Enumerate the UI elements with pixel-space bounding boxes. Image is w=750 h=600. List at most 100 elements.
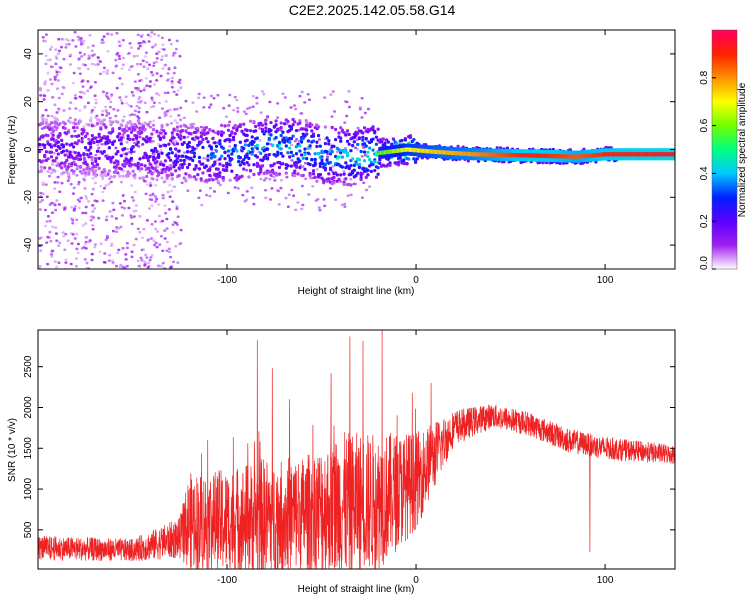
spectrum-cell bbox=[359, 149, 363, 154]
spectrum-cell bbox=[55, 199, 59, 202]
spectrum-cell bbox=[100, 171, 104, 174]
spectrum-cell bbox=[524, 153, 527, 158]
spectrum-cell bbox=[129, 122, 134, 126]
spectrum-cell bbox=[175, 121, 179, 125]
spectrum-cell bbox=[56, 87, 60, 90]
spectrum-cell bbox=[301, 156, 305, 160]
spectrum-cell bbox=[57, 261, 61, 264]
spectrum-cell bbox=[404, 147, 407, 152]
spectrum-cell bbox=[192, 175, 197, 179]
spectrum-cell bbox=[560, 154, 564, 159]
spectrum-cell bbox=[145, 256, 149, 259]
spectrum-cell bbox=[175, 142, 179, 146]
spectrum-cell bbox=[244, 112, 248, 116]
spectrum-cell bbox=[116, 52, 120, 55]
spectrum-cell bbox=[94, 101, 98, 105]
spectrum-cell bbox=[220, 154, 224, 158]
spectrum-cell bbox=[161, 219, 165, 223]
spectrum-cell bbox=[226, 149, 231, 153]
spectrum-cell bbox=[442, 150, 446, 155]
spectrum-cell bbox=[110, 242, 114, 246]
spectrum-cell bbox=[44, 40, 48, 43]
spectrum-cell bbox=[282, 140, 287, 144]
spectrum-cell bbox=[64, 261, 68, 264]
spectrum-cell bbox=[173, 51, 177, 55]
spectrum-cell bbox=[165, 176, 169, 180]
spectrum-cell bbox=[153, 166, 157, 170]
spectrum-cell bbox=[279, 179, 283, 182]
spectrum-cell bbox=[247, 156, 251, 161]
spectrum-cell bbox=[252, 202, 256, 206]
spectrum-cell bbox=[159, 160, 163, 163]
spectrum-cell bbox=[276, 153, 280, 157]
spectrum-cell bbox=[230, 157, 234, 161]
spectrum-cell bbox=[208, 127, 212, 132]
spectrum-cell bbox=[55, 156, 59, 160]
spectrum-cell bbox=[104, 154, 108, 158]
spectrum-cell bbox=[148, 162, 152, 166]
spectrum-cell bbox=[644, 152, 647, 157]
spectrum-cell bbox=[437, 149, 440, 155]
spectrum-cell bbox=[119, 142, 123, 146]
spectrum-cell bbox=[220, 133, 224, 137]
spectrum-cell bbox=[291, 123, 295, 127]
spectrum-cell bbox=[276, 150, 280, 154]
spectrum-cell bbox=[55, 71, 59, 74]
spectrum-cell bbox=[669, 152, 672, 157]
spectrum-cell bbox=[78, 36, 82, 40]
spectrum-cell bbox=[255, 161, 259, 165]
spectrum-cell bbox=[323, 96, 327, 99]
spectrum-cell bbox=[39, 191, 43, 195]
spectrum-cell bbox=[144, 77, 148, 80]
spectrum-cell bbox=[41, 183, 45, 186]
spectrum-cell bbox=[164, 53, 168, 57]
spectrum-cell bbox=[614, 152, 617, 157]
spectrum-cell bbox=[233, 186, 237, 189]
spectrum-cell bbox=[361, 135, 365, 139]
spectrum-cell bbox=[296, 201, 300, 204]
spectrum-cell bbox=[204, 164, 208, 168]
spectrum-cell bbox=[557, 154, 560, 159]
colorbar-ticks: 0.00.20.40.60.8 bbox=[699, 70, 716, 270]
spectrum-cell bbox=[111, 201, 115, 205]
spectrum-cell bbox=[112, 170, 117, 174]
spectrum-cell bbox=[83, 106, 87, 110]
spectrum-cell bbox=[58, 131, 62, 136]
spectrum-cell bbox=[451, 150, 455, 156]
spectrum-cell bbox=[128, 171, 132, 176]
spectrum-cell bbox=[148, 181, 152, 185]
spectrum-cell bbox=[450, 150, 454, 156]
spectrum-cell bbox=[434, 149, 438, 155]
spectrum-cell bbox=[556, 154, 559, 159]
spectrum-cell bbox=[149, 183, 153, 187]
spectrum-cell bbox=[242, 161, 246, 166]
spectrum-cell bbox=[339, 136, 343, 140]
spectrum-cell bbox=[189, 123, 193, 127]
spectrum-cell bbox=[291, 154, 295, 158]
spectrum-cell bbox=[495, 146, 499, 150]
spectrum-cell bbox=[124, 101, 128, 105]
spectrum-cell bbox=[517, 153, 520, 158]
spectrum-cell bbox=[153, 33, 157, 36]
spectrum-cell bbox=[414, 148, 417, 153]
spectrum-cell bbox=[197, 160, 202, 164]
spectrum-cell bbox=[172, 127, 176, 131]
spectrum-cell bbox=[77, 57, 81, 60]
spectrum-cell bbox=[177, 166, 181, 170]
spectrum-cell bbox=[468, 151, 472, 157]
spectrum-cell bbox=[141, 156, 145, 160]
spectrum-cell bbox=[45, 220, 49, 223]
spectrum-cell bbox=[169, 42, 173, 46]
spectrum-cell bbox=[233, 131, 237, 136]
spectrum-cell bbox=[177, 149, 181, 153]
spectrum-cell bbox=[102, 168, 106, 172]
spectrum-cell bbox=[39, 94, 43, 97]
spectrum-cell bbox=[98, 250, 102, 254]
spectrum-cell bbox=[264, 126, 268, 130]
spectrum-cell bbox=[279, 128, 283, 132]
spectrum-cell bbox=[46, 89, 50, 92]
spectrum-cell bbox=[162, 163, 166, 167]
spectrum-cell bbox=[602, 152, 605, 157]
spectrum-cell bbox=[91, 204, 95, 207]
spectrum-cell bbox=[317, 206, 321, 209]
